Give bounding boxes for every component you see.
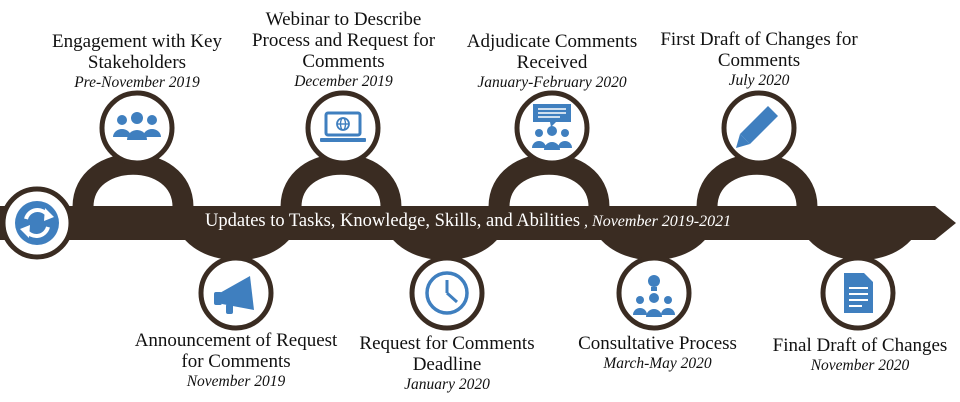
milestone-date: March-May 2020 [603, 355, 712, 372]
timeline-banner: Updates to Tasks, Knowledge, Skills, and… [205, 211, 731, 232]
milestone-title: First Draft of Changes for Comments [660, 29, 858, 71]
refresh-arrows-icon [0, 186, 74, 260]
milestone-label-stakeholders: Engagement with Key Stakeholders Pre-Nov… [37, 31, 237, 92]
milestone-date: November 2019 [186, 373, 286, 390]
milestone-label-adjudicate: Adjudicate Comments Received January-Feb… [452, 31, 652, 92]
milestone-label-webinar: Webinar to Describe Process and Request … [246, 9, 441, 91]
milestone-title: Consultative Process [578, 333, 737, 354]
milestone-title: Webinar to Describe Process and Request … [251, 9, 436, 72]
milestone-date: January-February 2020 [477, 74, 627, 91]
milestone-title: Announcement of Request for Comments [134, 330, 338, 372]
milestone-label-first-draft: First Draft of Changes for Comments July… [659, 29, 859, 90]
milestone-title: Adjudicate Comments Received [466, 31, 638, 73]
milestone-label-consultative: Consultative Process March-May 2020 [560, 333, 755, 373]
speech-bubble-people-icon [514, 90, 590, 166]
clock-icon [409, 255, 485, 331]
milestone-date: July 2020 [728, 72, 790, 89]
milestone-title: Request for Comments Deadline [359, 333, 535, 375]
milestone-date: December 2019 [294, 73, 393, 90]
laptop-globe-icon [305, 90, 381, 166]
milestone-title: Final Draft of Changes [772, 335, 948, 356]
timeline-arrow-band [0, 206, 956, 240]
banner-title: Updates to Tasks, Knowledge, Skills, and… [205, 211, 581, 231]
milestone-label-deadline: Request for Comments Deadline January 20… [342, 333, 552, 394]
milestone-date: January 2020 [404, 376, 490, 393]
document-icon [820, 255, 896, 331]
milestone-label-announcement: Announcement of Request for Comments Nov… [131, 330, 341, 391]
milestone-date: Pre-November 2019 [74, 74, 200, 91]
pencil-icon [721, 90, 797, 166]
banner-dates: , November 2019-2021 [580, 213, 732, 230]
people-group-icon [99, 90, 175, 166]
milestone-label-final-draft: Final Draft of Changes November 2020 [765, 335, 955, 375]
lightbulb-people-icon [616, 255, 692, 331]
megaphone-icon [198, 255, 274, 331]
milestone-date: November 2020 [810, 357, 910, 374]
milestone-title: Engagement with Key Stakeholders [52, 31, 222, 73]
